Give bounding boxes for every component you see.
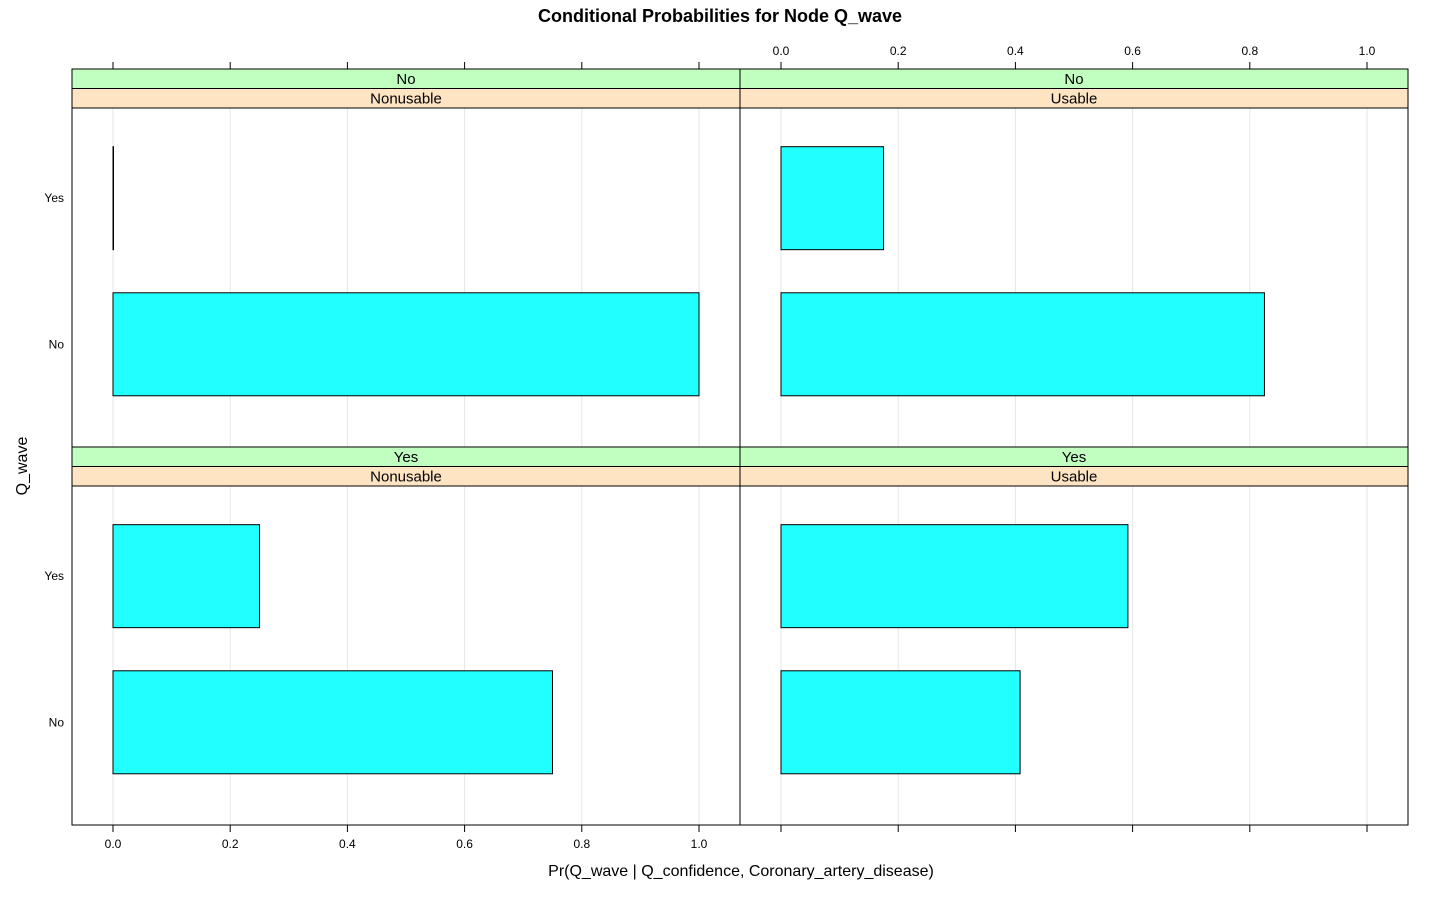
strip-top-label: Yes [1062,449,1086,466]
bar-yes [780,524,1129,629]
bar-no [112,670,553,775]
y-tick-label: No [49,337,65,351]
y-tick-label: Yes [44,191,64,205]
x-tick-label-top: 0.4 [1007,44,1024,58]
x-tick-label-bottom: 0.4 [339,837,356,851]
panels-layer: Yes No No Nonusable No Usable Yes No Yes Nonusabl… [44,44,1409,851]
panel-border [739,446,1409,826]
x-axis-label: Pr(Q_wave | Q_confidence, Coronary_arter… [548,863,934,880]
bar-no [112,292,700,397]
x-tick-label-top: 0.0 [773,44,790,58]
x-tick-label-top: 1.0 [1359,44,1376,58]
strip-bottom-label: Nonusable [370,469,442,486]
x-tick-label-top: 0.2 [890,44,907,58]
strip-bottom-label: Usable [1051,469,1098,486]
x-tick-label-top: 0.6 [1124,44,1141,58]
x-tick-label-bottom: 1.0 [691,837,708,851]
x-tick-label-bottom: 0.0 [105,837,122,851]
strip-bottom-label: Usable [1051,91,1098,108]
strip-top-label: No [1064,71,1083,88]
x-tick-label-bottom: 0.2 [222,837,239,851]
y-axis-label: Q_wave [14,437,31,496]
bar-no [780,670,1021,775]
strip-bottom-label: Nonusable [370,91,442,108]
x-tick-label-top: 0.8 [1241,44,1258,58]
bar-yes [112,146,114,251]
y-tick-label: No [49,715,65,729]
x-tick-label-bottom: 0.6 [456,837,473,851]
strip-top-label: Yes [394,449,418,466]
x-tick-label-bottom: 0.8 [573,837,590,851]
strip-top-label: No [396,71,415,88]
bar-yes [112,524,260,629]
bar-yes [780,146,885,251]
y-tick-label: Yes [44,569,64,583]
chart-title: Conditional Probabilities for Node Q_wav… [538,6,902,26]
bar-no [780,292,1265,397]
